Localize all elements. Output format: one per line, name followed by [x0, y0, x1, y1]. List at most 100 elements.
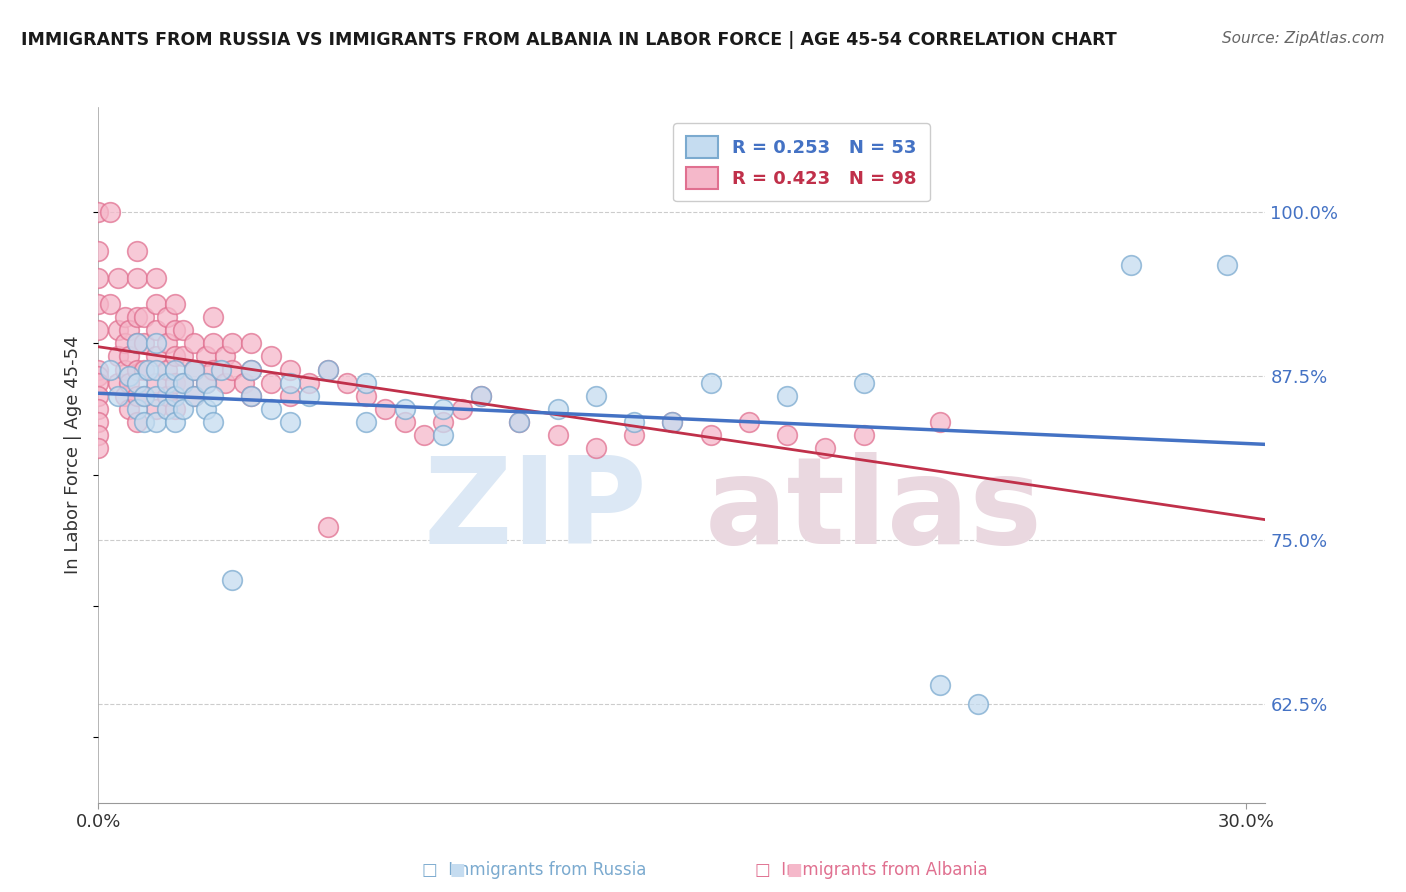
Point [547, 428, 569, 442]
Point [278, 362, 301, 376]
Point [172, 376, 194, 390]
Point [432, 401, 454, 416]
Point [87, 244, 110, 259]
Point [145, 336, 167, 351]
Point [163, 297, 186, 311]
Point [87, 362, 110, 376]
Point [98, 362, 121, 376]
Point [394, 415, 416, 429]
Point [298, 376, 321, 390]
Point [145, 401, 167, 416]
Point [163, 323, 186, 337]
Point [661, 415, 683, 429]
Point [118, 376, 141, 390]
Point [125, 310, 148, 324]
Point [134, 389, 156, 403]
Text: ■: ■ [449, 861, 465, 879]
Text: atlas: atlas [706, 452, 1043, 569]
Point [374, 401, 396, 416]
Point [623, 415, 645, 429]
Point [134, 310, 156, 324]
Legend: R = 0.253   N = 53, R = 0.423   N = 98: R = 0.253 N = 53, R = 0.423 N = 98 [673, 123, 929, 202]
Point [316, 520, 339, 534]
Point [202, 415, 225, 429]
Point [118, 350, 141, 364]
Point [508, 415, 530, 429]
Point [776, 389, 799, 403]
Point [221, 573, 243, 587]
Point [136, 362, 159, 376]
Point [134, 362, 156, 376]
Point [278, 415, 301, 429]
Point [240, 389, 263, 403]
Point [776, 428, 799, 442]
Point [316, 362, 339, 376]
Point [470, 389, 492, 403]
Point [145, 297, 167, 311]
Point [87, 369, 110, 384]
Point [240, 362, 263, 376]
Point [145, 415, 167, 429]
Point [202, 389, 225, 403]
Point [967, 698, 990, 712]
Point [738, 415, 761, 429]
Point [107, 389, 129, 403]
Point [125, 362, 148, 376]
Point [114, 310, 136, 324]
Point [145, 362, 167, 376]
Point [852, 428, 875, 442]
Point [145, 270, 167, 285]
Point [278, 389, 301, 403]
Point [183, 362, 205, 376]
Point [623, 428, 645, 442]
Point [278, 376, 301, 390]
Point [394, 401, 416, 416]
Point [585, 442, 607, 456]
Point [202, 362, 225, 376]
Point [240, 336, 263, 351]
Point [172, 350, 194, 364]
Point [172, 376, 194, 390]
Point [87, 205, 110, 219]
Point [183, 362, 205, 376]
Point [163, 350, 186, 364]
Point [209, 362, 232, 376]
Point [1121, 258, 1143, 272]
Point [87, 323, 110, 337]
Point [259, 376, 281, 390]
Point [547, 401, 569, 416]
Point [145, 350, 167, 364]
Point [259, 401, 281, 416]
Point [156, 401, 179, 416]
Point [118, 369, 141, 384]
Point [240, 362, 263, 376]
Point [814, 442, 837, 456]
Point [118, 401, 141, 416]
Point [134, 389, 156, 403]
Point [1216, 258, 1239, 272]
Point [163, 401, 186, 416]
Point [107, 270, 129, 285]
Point [107, 323, 129, 337]
Point [432, 428, 454, 442]
Point [107, 376, 129, 390]
Point [585, 389, 607, 403]
Point [232, 376, 254, 390]
Point [156, 310, 179, 324]
Point [172, 323, 194, 337]
Point [125, 244, 148, 259]
Point [183, 336, 205, 351]
Point [98, 205, 121, 219]
Point [87, 270, 110, 285]
Point [432, 415, 454, 429]
Point [316, 362, 339, 376]
Point [145, 323, 167, 337]
Text: ZIP: ZIP [423, 452, 647, 569]
Point [929, 678, 952, 692]
Point [661, 415, 683, 429]
Point [298, 389, 321, 403]
Point [202, 310, 225, 324]
Point [125, 389, 148, 403]
Point [336, 376, 359, 390]
Point [156, 362, 179, 376]
